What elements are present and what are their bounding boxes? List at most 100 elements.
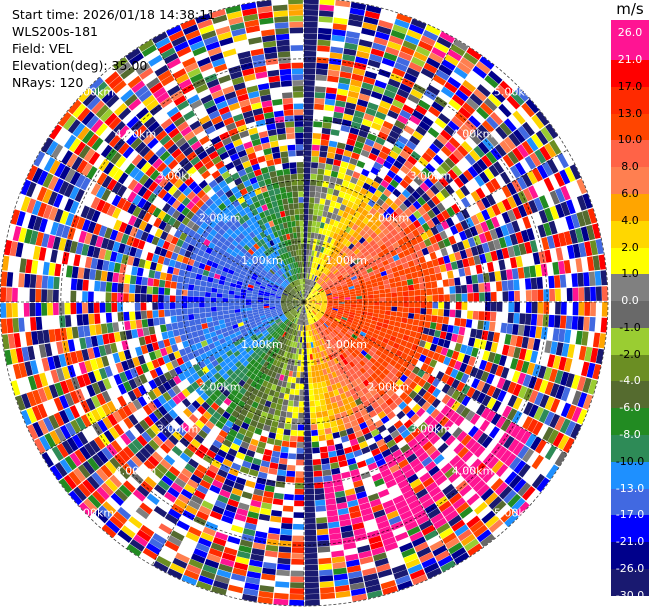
velocity-gate xyxy=(416,407,426,418)
velocity-gate xyxy=(279,540,292,547)
velocity-gate xyxy=(288,315,293,320)
velocity-gate xyxy=(484,282,491,292)
velocity-gate xyxy=(307,306,312,311)
velocity-gate xyxy=(191,381,200,391)
velocity-gate xyxy=(439,264,447,273)
velocity-gate xyxy=(185,531,200,543)
velocity-gate xyxy=(196,369,205,378)
velocity-gate xyxy=(367,308,374,313)
velocity-gate xyxy=(435,323,443,331)
velocity-gate xyxy=(338,331,345,337)
velocity-gate xyxy=(571,390,582,406)
velocity-gate xyxy=(259,435,268,443)
velocity-gate xyxy=(300,307,303,313)
velocity-gate xyxy=(259,508,272,516)
velocity-gate xyxy=(391,564,407,574)
velocity-gate xyxy=(382,536,397,547)
velocity-gate xyxy=(490,342,499,353)
velocity-gate xyxy=(576,376,587,392)
velocity-gate xyxy=(435,550,450,562)
velocity-gate xyxy=(82,291,88,302)
velocity-gate xyxy=(377,184,386,193)
velocity-gate xyxy=(390,228,399,237)
velocity-gate xyxy=(371,472,383,482)
velocity-gate xyxy=(308,203,314,209)
velocity-gate xyxy=(333,357,339,365)
velocity-gate xyxy=(351,152,360,160)
velocity-gate xyxy=(154,484,167,496)
velocity-gate xyxy=(346,267,353,274)
velocity-gate xyxy=(525,302,532,314)
velocity-gate xyxy=(320,294,327,298)
velocity-gate xyxy=(399,203,408,212)
velocity-gate xyxy=(469,132,482,145)
velocity-gate xyxy=(388,130,400,140)
velocity-gate xyxy=(391,306,398,312)
velocity-gate xyxy=(386,184,396,193)
velocity-gate xyxy=(305,576,319,583)
velocity-gate xyxy=(426,308,433,315)
velocity-gate xyxy=(440,405,451,416)
velocity-gate xyxy=(345,278,352,283)
velocity-gate xyxy=(134,422,145,435)
velocity-gate xyxy=(528,199,539,214)
velocity-gate xyxy=(426,245,435,254)
velocity-gate xyxy=(559,169,571,185)
velocity-gate xyxy=(411,190,421,200)
velocity-gate xyxy=(363,371,371,379)
velocity-gate xyxy=(356,390,365,398)
velocity-gate xyxy=(235,476,247,486)
velocity-gate xyxy=(306,342,309,349)
velocity-gate xyxy=(316,358,321,365)
velocity-gate xyxy=(307,371,312,378)
velocity-gate xyxy=(308,389,314,396)
velocity-gate xyxy=(420,302,427,308)
velocity-gate xyxy=(431,195,441,206)
velocity-gate xyxy=(278,336,284,343)
velocity-gate xyxy=(118,449,131,463)
velocity-gate xyxy=(417,326,424,334)
velocity-gate xyxy=(418,339,426,348)
velocity-gate xyxy=(413,243,421,252)
velocity-gate xyxy=(309,303,316,305)
velocity-gate xyxy=(351,223,359,231)
velocity-gate xyxy=(59,478,73,494)
velocity-gate xyxy=(352,146,362,155)
velocity-gate xyxy=(535,130,549,146)
velocity-gate xyxy=(430,184,440,195)
velocity-gate xyxy=(294,488,304,495)
velocity-gate xyxy=(505,222,515,235)
velocity-gate xyxy=(304,494,315,501)
velocity-gate xyxy=(360,507,373,517)
velocity-gate xyxy=(122,463,135,476)
velocity-gate xyxy=(366,375,375,384)
velocity-gate xyxy=(537,289,544,302)
velocity-gate xyxy=(370,380,379,388)
velocity-gate xyxy=(109,457,122,470)
velocity-gate xyxy=(470,214,480,226)
velocity-gate xyxy=(230,372,238,380)
velocity-gate xyxy=(533,197,544,212)
velocity-gate xyxy=(340,65,353,74)
velocity-gate xyxy=(226,350,234,357)
velocity-gate xyxy=(158,302,164,310)
velocity-gate xyxy=(351,333,358,340)
velocity-gate xyxy=(307,312,311,319)
velocity-gate xyxy=(313,121,323,128)
velocity-gate xyxy=(245,326,252,332)
velocity-gate xyxy=(595,238,604,255)
velocity-gate xyxy=(219,338,226,345)
velocity-gate xyxy=(397,302,404,307)
velocity-gate xyxy=(202,526,216,537)
velocity-gate xyxy=(448,542,463,555)
velocity-gate xyxy=(361,427,371,435)
velocity-gate xyxy=(313,268,317,275)
velocity-gate xyxy=(377,317,384,323)
velocity-gate xyxy=(337,374,344,382)
velocity-gate xyxy=(304,121,313,127)
velocity-gate xyxy=(396,286,403,292)
velocity-gate xyxy=(309,197,315,204)
velocity-gate xyxy=(292,371,297,378)
velocity-gate xyxy=(204,388,214,397)
velocity-gate xyxy=(544,381,554,396)
